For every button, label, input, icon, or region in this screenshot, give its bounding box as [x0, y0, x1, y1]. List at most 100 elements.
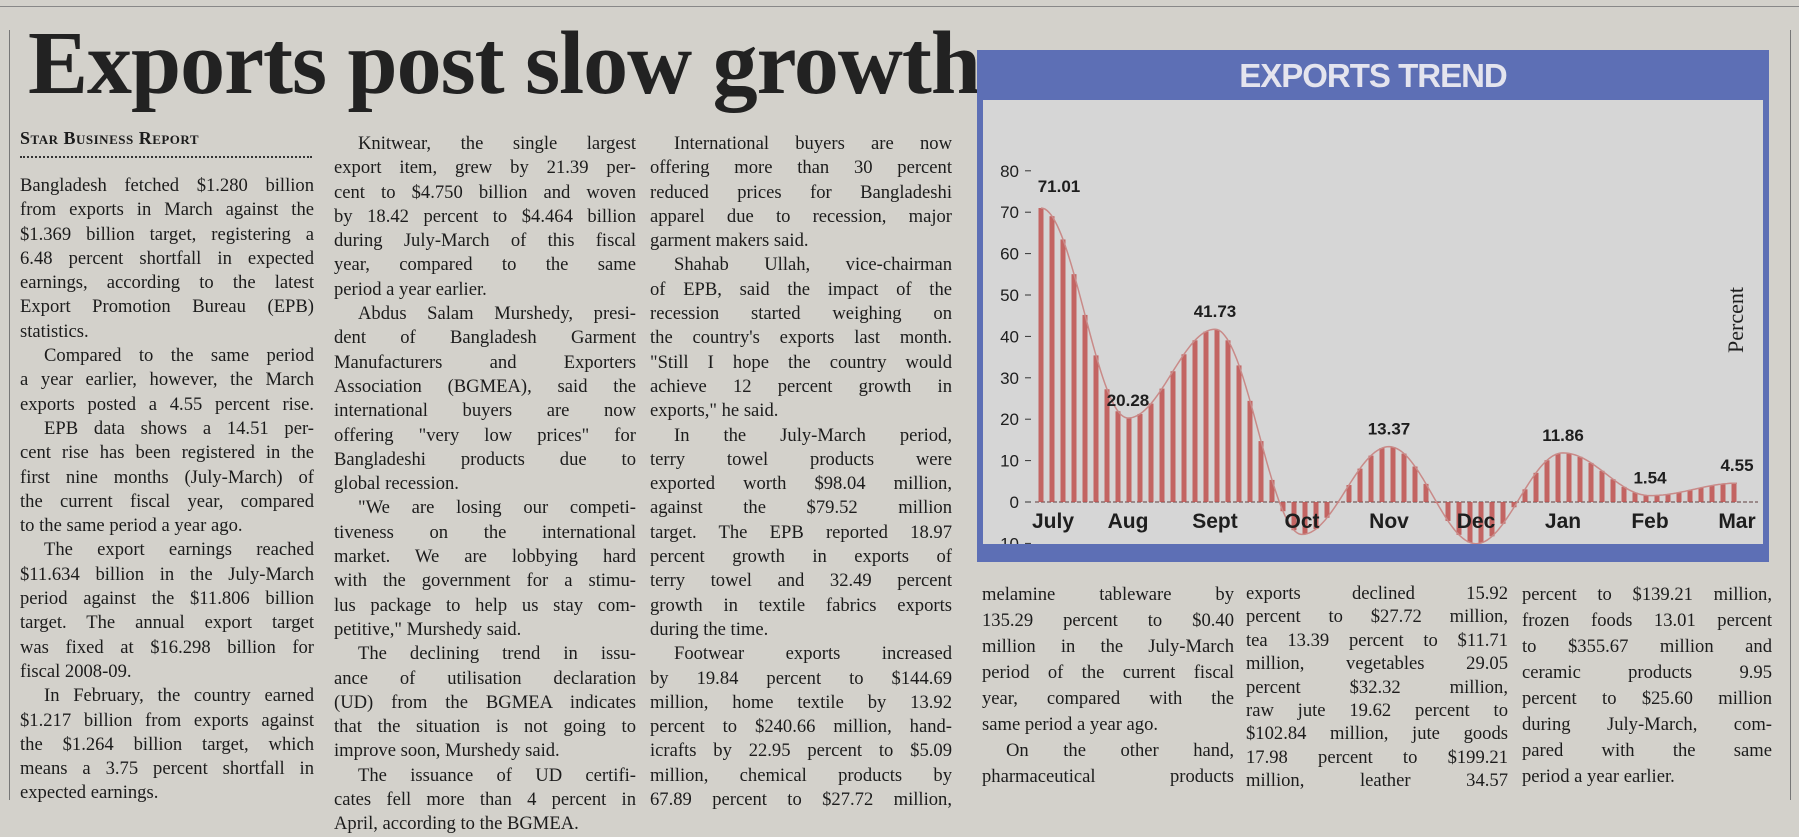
chart-title: EXPORTS TREND	[977, 50, 1769, 100]
article-line: On the other hand,	[982, 738, 1234, 764]
article-line: 17.98 percent to $199.21	[1246, 746, 1508, 769]
article-line: year, compared with the	[982, 686, 1234, 712]
article-line: exports," he said.	[650, 399, 952, 423]
trend-bar	[1182, 354, 1187, 502]
article-line: Bangladeshi products due to	[334, 448, 636, 472]
trend-bar	[1369, 456, 1374, 502]
article-line: export item, grew by 21.39 per-	[334, 156, 636, 180]
data-value-label: 41.73	[1194, 302, 1237, 321]
article-line: during July-March of this fiscal	[334, 229, 636, 253]
trend-bar	[1644, 495, 1649, 502]
article-line: against the $79.52 million	[650, 496, 952, 520]
trend-bar	[1380, 448, 1385, 502]
article-line: improve soon, Murshedy said.	[334, 739, 636, 763]
article-line: the current fiscal year, compared	[20, 490, 314, 514]
article-line: a year earlier, however, the March	[20, 368, 314, 392]
x-axis-month-label: Aug	[1108, 510, 1149, 533]
article-line: fiscal 2008-09.	[20, 660, 314, 684]
trend-bar	[1655, 495, 1660, 502]
article-line: period a year earlier.	[334, 278, 636, 302]
article-line: target. The annual export target	[20, 611, 314, 635]
byline-divider	[20, 156, 312, 158]
article-line: same period a year ago.	[982, 712, 1234, 738]
y-tick-label: 70	[1000, 203, 1019, 222]
article-line: Export Promotion Bureau (EPB)	[20, 295, 314, 319]
article-line: ance of utilisation declaration	[334, 667, 636, 691]
article-line: apparel due to recession, major	[650, 205, 952, 229]
article-line: exported worth $98.04 million,	[650, 472, 952, 496]
article-line: cates fell more than 4 percent in	[334, 788, 636, 812]
trend-bar	[1138, 414, 1143, 502]
trend-bar	[1248, 401, 1253, 502]
article-line: earnings, according to the latest	[20, 271, 314, 295]
article-line: million, home textile by 13.92	[650, 691, 952, 715]
trend-bar	[1171, 371, 1176, 502]
trend-bar	[1556, 454, 1561, 502]
trend-bar	[1413, 467, 1418, 502]
trend-bar	[1600, 471, 1605, 502]
article-line: percent $32.32 million,	[1246, 676, 1508, 699]
trend-bar	[1622, 487, 1627, 502]
article-line: April, according to the BGMEA.	[334, 812, 636, 836]
article-line: 135.29 percent to $0.40	[982, 608, 1234, 634]
article-line: $11.634 billion in the July-March	[20, 563, 314, 587]
right-rule	[1790, 30, 1791, 800]
trend-bar	[1226, 340, 1231, 502]
article-line: icrafts by 22.95 percent to $5.09	[650, 739, 952, 763]
article-line: from exports in March against the	[20, 198, 314, 222]
headline: Exports post slow growth	[28, 14, 980, 114]
article-line: offering "very low prices" for	[334, 424, 636, 448]
article-line: global recession.	[334, 472, 636, 496]
article-line: during July-March, com-	[1522, 712, 1772, 738]
article-line: cent to $4.750 billion and woven	[334, 181, 636, 205]
article-line: frozen foods 13.01 percent	[1522, 608, 1772, 634]
article-line: market. We are lobbying hard	[334, 545, 636, 569]
trend-bar	[1699, 488, 1704, 502]
left-rule	[9, 30, 10, 800]
article-line: growth in textile fabrics exports	[650, 594, 952, 618]
y-tick-label: 20	[1000, 410, 1019, 429]
article-line: of EPB, said the impact of the	[650, 278, 952, 302]
trend-bar	[1589, 463, 1594, 502]
x-axis-month-label: Sept	[1192, 510, 1238, 533]
trend-bar	[1534, 473, 1539, 502]
article-line: pharmaceutical products	[982, 764, 1234, 790]
trend-bar	[1732, 483, 1737, 502]
article-line: percent growth in exports of	[650, 545, 952, 569]
article-line: million, vegetables 29.05	[1246, 652, 1508, 675]
article-line: tea 13.39 percent to $11.71	[1246, 629, 1508, 652]
x-axis-month-label: Oct	[1284, 510, 1319, 533]
article-line: international buyers are now	[334, 399, 636, 423]
data-value-label: 20.28	[1107, 391, 1150, 410]
x-axis-month-label: Feb	[1631, 510, 1668, 533]
trend-bar	[1545, 460, 1550, 502]
trend-bar	[1611, 479, 1616, 502]
article-line: tiveness on the international	[334, 521, 636, 545]
trend-bar	[1149, 404, 1154, 502]
article-line: percent to $139.21 million,	[1522, 582, 1772, 608]
article-line: target. The EPB reported 18.97	[650, 521, 952, 545]
article-line: percent to $240.66 million, hand-	[650, 715, 952, 739]
data-value-label: -7.84	[1283, 543, 1322, 544]
article-line: Compared to the same period	[20, 344, 314, 368]
x-axis-month-label: Jan	[1545, 510, 1581, 533]
trend-bar	[1160, 389, 1165, 502]
article-line: Association (BGMEA), said the	[334, 375, 636, 399]
trend-bar	[1666, 494, 1671, 502]
article-line: recession started weighing on	[650, 302, 952, 326]
trend-bar	[1578, 457, 1583, 502]
article-line: dent of Bangladesh Garment	[334, 326, 636, 350]
article-line: offering more than 30 percent	[650, 156, 952, 180]
data-value-label: 11.86	[1542, 426, 1584, 445]
article-line: The issuance of UD certifi-	[334, 764, 636, 788]
y-tick-label: -10	[994, 534, 1019, 544]
article-line: petitive," Murshedy said.	[334, 618, 636, 642]
trend-bar	[1688, 490, 1693, 502]
article-line: million, chemical products by	[650, 764, 952, 788]
article-line: International buyers are now	[650, 132, 952, 156]
article-line: the $1.264 billion target, which	[20, 733, 314, 757]
trend-bar	[1710, 486, 1715, 502]
article-line: terry towel products were	[650, 448, 952, 472]
